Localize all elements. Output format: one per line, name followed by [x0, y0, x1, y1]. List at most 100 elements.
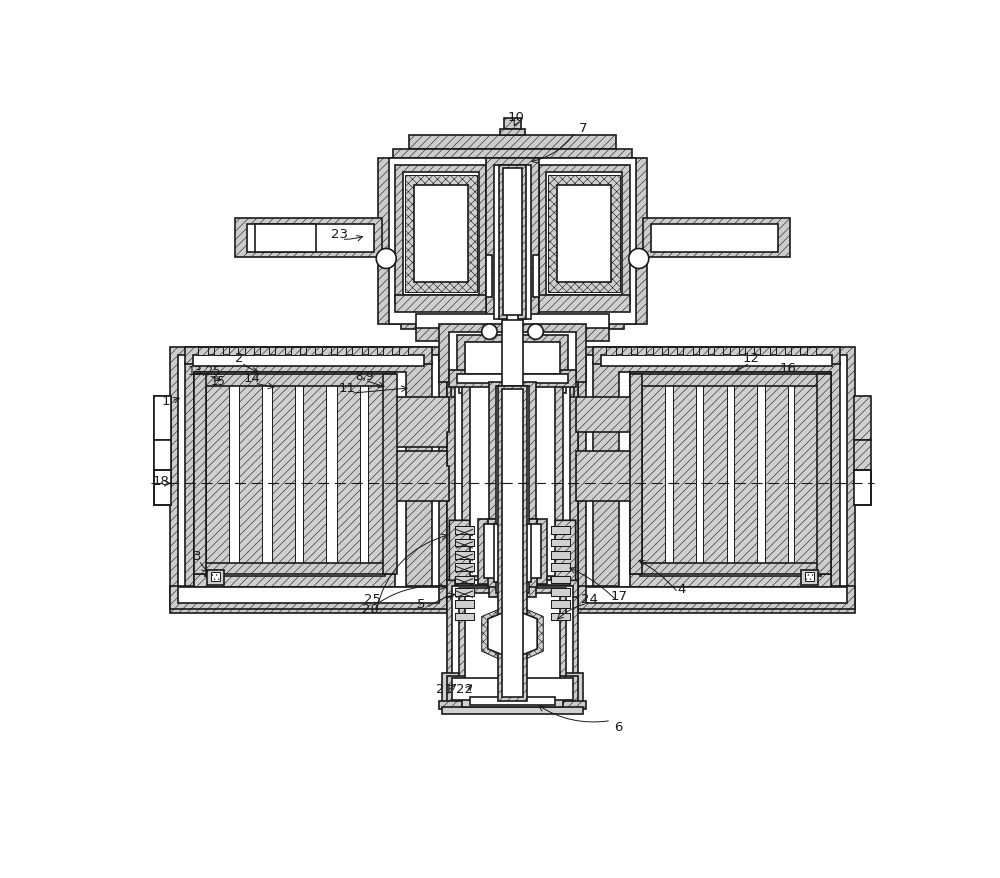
Bar — [484, 524, 541, 579]
Bar — [451, 378, 574, 398]
Bar — [214, 348, 223, 356]
Bar — [504, 119, 521, 130]
Bar — [653, 348, 662, 356]
Polygon shape — [455, 613, 474, 621]
Bar — [383, 375, 397, 574]
Bar — [817, 375, 831, 574]
Bar — [442, 708, 583, 714]
Bar — [791, 348, 800, 356]
Bar — [465, 342, 560, 375]
Bar — [447, 371, 578, 590]
Text: 22: 22 — [456, 682, 473, 694]
Bar — [457, 375, 568, 384]
Bar — [447, 676, 578, 703]
Bar — [459, 682, 566, 696]
Bar — [185, 348, 432, 364]
Bar — [673, 384, 696, 568]
Bar — [452, 679, 573, 700]
Text: 16: 16 — [780, 362, 797, 375]
Polygon shape — [393, 398, 449, 448]
Polygon shape — [154, 396, 171, 441]
Circle shape — [482, 325, 497, 340]
Bar — [275, 348, 285, 356]
Polygon shape — [455, 564, 474, 572]
Bar — [703, 384, 727, 568]
Polygon shape — [576, 398, 632, 448]
Bar — [229, 348, 238, 356]
Polygon shape — [393, 451, 449, 501]
Bar — [745, 348, 754, 356]
Bar — [194, 373, 395, 587]
Polygon shape — [551, 521, 576, 580]
Bar — [416, 314, 609, 328]
Bar — [630, 373, 831, 587]
Bar — [154, 471, 171, 506]
Circle shape — [376, 249, 396, 270]
Polygon shape — [455, 576, 474, 584]
Bar — [452, 586, 573, 700]
Bar — [539, 296, 630, 313]
Bar — [206, 384, 229, 568]
Bar — [640, 382, 821, 576]
Bar — [194, 375, 206, 574]
Bar — [699, 348, 708, 356]
Bar — [211, 572, 220, 581]
Polygon shape — [576, 451, 632, 501]
Text: 1: 1 — [162, 395, 170, 408]
Text: 5: 5 — [417, 597, 426, 610]
Bar — [486, 159, 539, 325]
Bar — [637, 348, 646, 356]
Bar — [503, 314, 522, 369]
Bar — [504, 392, 521, 587]
Bar — [198, 348, 208, 356]
Bar — [619, 373, 831, 587]
Polygon shape — [551, 576, 570, 584]
Polygon shape — [551, 613, 570, 621]
Bar — [499, 165, 526, 320]
Text: 21: 21 — [436, 682, 453, 694]
Bar — [451, 679, 574, 700]
Text: 12: 12 — [743, 351, 760, 364]
Bar — [245, 348, 254, 356]
Bar — [500, 130, 525, 136]
Bar — [194, 563, 395, 574]
Text: 23: 23 — [331, 228, 348, 241]
Bar — [194, 375, 395, 386]
Bar — [586, 587, 847, 603]
Bar — [449, 371, 576, 387]
Bar — [630, 375, 831, 386]
Polygon shape — [854, 396, 871, 441]
Bar — [465, 594, 560, 695]
Bar — [368, 348, 377, 356]
Bar — [606, 348, 616, 356]
Bar — [489, 382, 536, 598]
Bar — [178, 587, 439, 603]
Bar — [272, 384, 295, 568]
Bar — [170, 586, 447, 609]
Bar — [730, 348, 739, 356]
Bar — [455, 376, 570, 586]
Bar — [494, 165, 531, 320]
Bar — [586, 356, 847, 605]
Bar — [247, 225, 374, 252]
Bar — [776, 348, 785, 356]
Bar — [593, 348, 840, 364]
Bar — [459, 382, 566, 393]
Bar — [478, 519, 547, 585]
Bar — [499, 388, 526, 590]
Polygon shape — [854, 441, 871, 486]
Bar — [668, 348, 677, 356]
Bar — [622, 348, 631, 356]
Bar — [651, 225, 778, 252]
Bar — [393, 150, 632, 159]
Polygon shape — [551, 588, 570, 596]
Bar — [734, 384, 757, 568]
Bar — [414, 186, 468, 282]
Text: 20: 20 — [362, 602, 378, 615]
Bar — [503, 169, 522, 316]
Bar — [502, 320, 523, 386]
Bar — [291, 348, 300, 356]
Bar — [337, 384, 360, 568]
Polygon shape — [154, 441, 171, 486]
Bar — [193, 356, 424, 366]
